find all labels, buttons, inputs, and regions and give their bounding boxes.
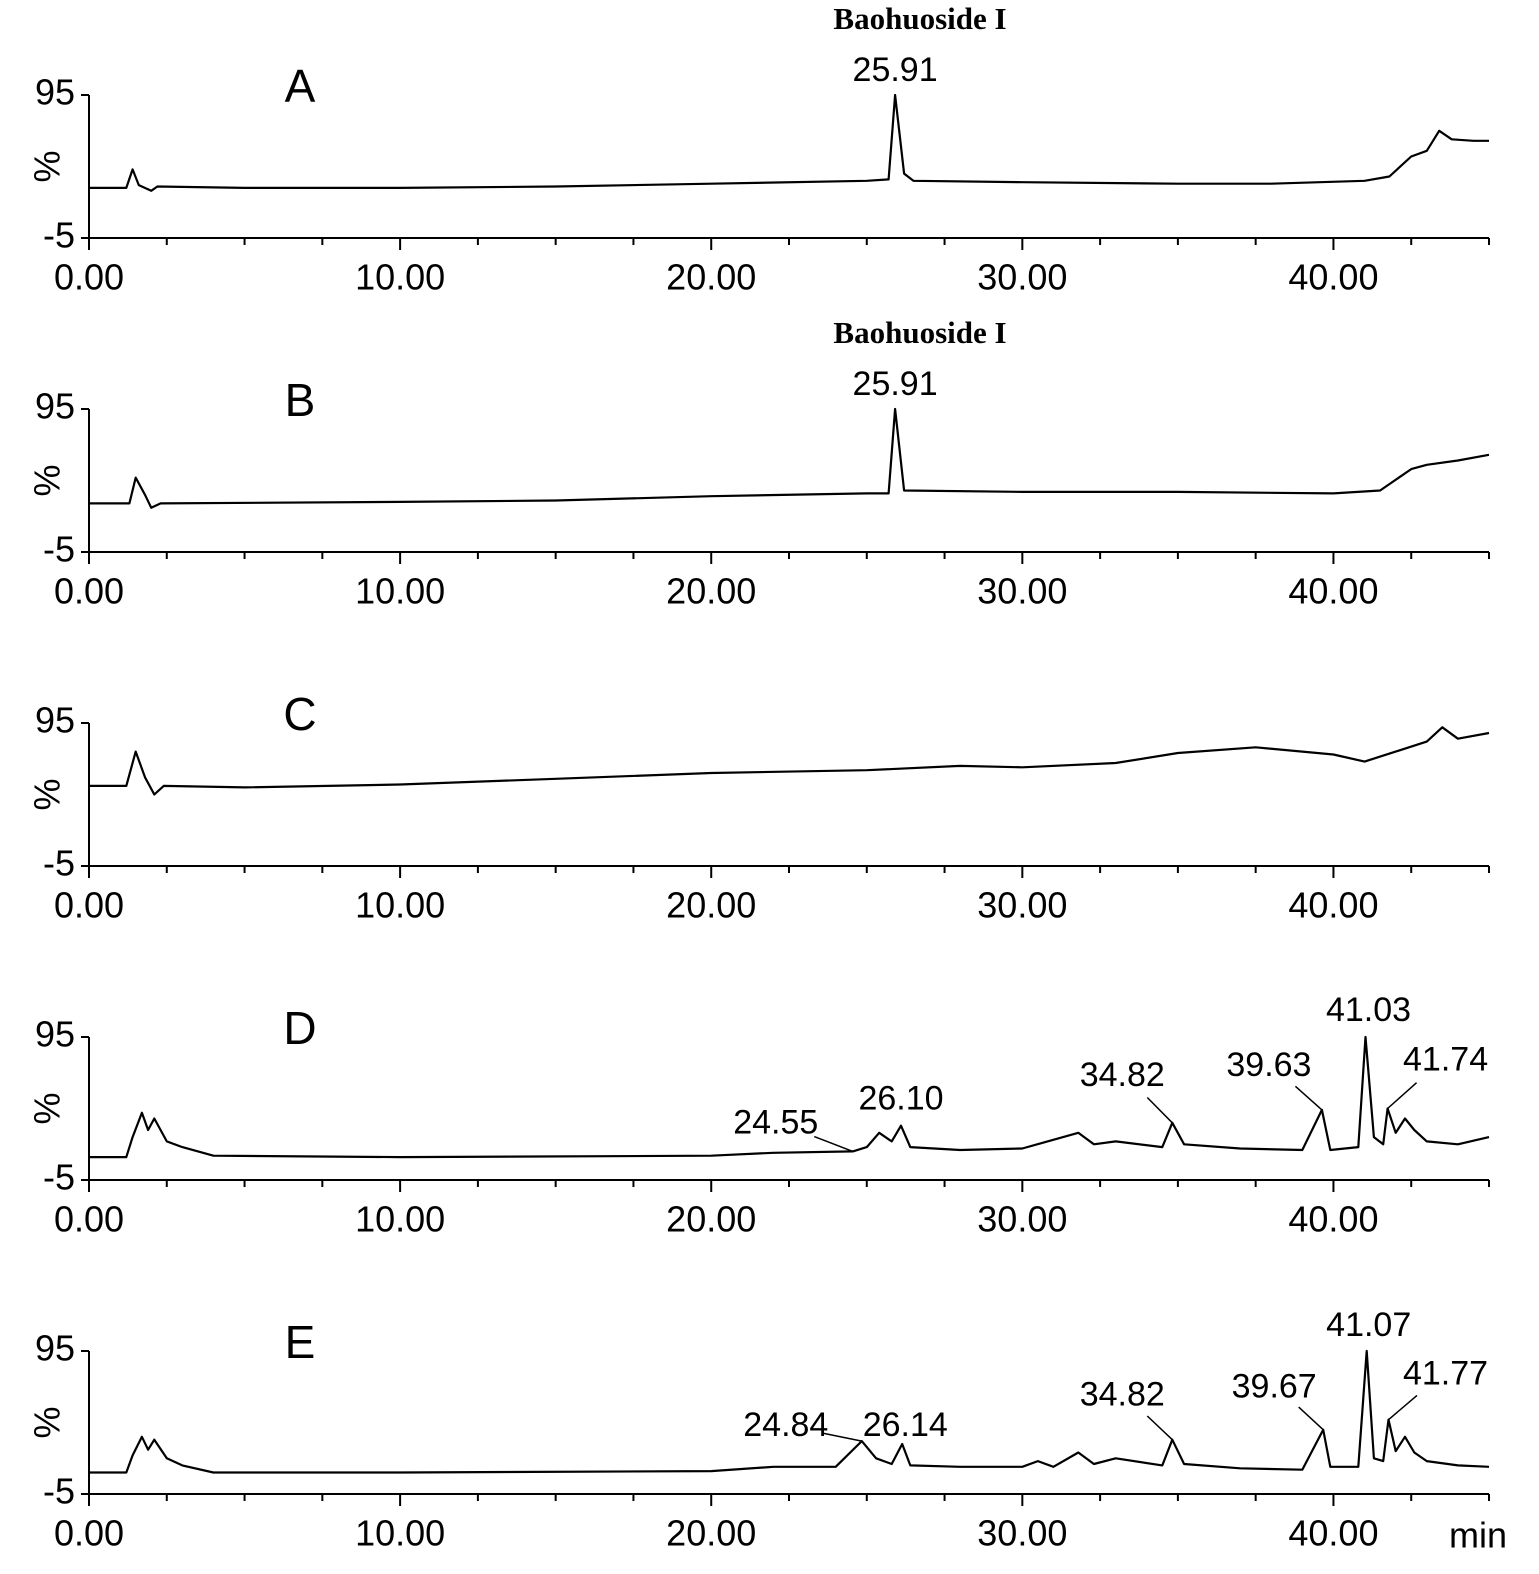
y-tick-label: -5 xyxy=(43,215,75,256)
trace xyxy=(89,1035,1490,1159)
y-axis-label: % xyxy=(27,1406,68,1438)
x-tick-label: 0.00 xyxy=(54,571,124,612)
y-tick-label: 95 xyxy=(35,386,75,427)
trace xyxy=(89,726,1490,796)
leader-line xyxy=(1146,1415,1173,1441)
x-tick-label: 30.00 xyxy=(977,885,1067,926)
x-tick-label: 10.00 xyxy=(355,257,445,298)
x-tick-label: 40.00 xyxy=(1288,257,1378,298)
leader-line xyxy=(814,1135,854,1153)
trace xyxy=(89,93,1489,192)
y-axis-label: % xyxy=(27,1092,68,1124)
peak-label: 24.55 xyxy=(733,1103,818,1141)
peak-label: 39.67 xyxy=(1232,1368,1317,1406)
x-tick-label: 20.00 xyxy=(666,885,756,926)
x-tick-label: 10.00 xyxy=(355,885,445,926)
y-tick-label: 95 xyxy=(35,1328,75,1369)
x-tick-label: 40.00 xyxy=(1288,1513,1378,1554)
y-axis-label: % xyxy=(27,464,68,496)
leader-line xyxy=(823,1432,862,1442)
trace xyxy=(89,407,1490,509)
y-tick-label: 95 xyxy=(35,700,75,741)
x-tick-label: 0.00 xyxy=(54,885,124,926)
peak-label: 25.91 xyxy=(853,51,938,89)
x-tick-label: 0.00 xyxy=(54,1513,124,1554)
leader-line xyxy=(1146,1096,1173,1124)
peak-label: 24.84 xyxy=(743,1406,828,1444)
compound-label: Baohuoside I xyxy=(833,1,1006,36)
x-tick-label: 20.00 xyxy=(666,257,756,298)
panel-label: D xyxy=(283,1002,316,1054)
trace xyxy=(89,1349,1490,1474)
y-tick-label: 95 xyxy=(35,1014,75,1055)
panel-label: A xyxy=(285,60,316,112)
peak-label: 39.63 xyxy=(1226,1046,1311,1084)
y-axis-label: % xyxy=(27,778,68,810)
y-tick-label: -5 xyxy=(43,1157,75,1198)
x-tick-label: 30.00 xyxy=(977,1199,1067,1240)
peak-label: 41.77 xyxy=(1403,1355,1488,1393)
leader-line xyxy=(1298,1406,1324,1431)
x-tick-label: 20.00 xyxy=(666,1199,756,1240)
panel-label: E xyxy=(285,1316,316,1368)
y-tick-label: -5 xyxy=(43,843,75,884)
x-tick-label: 30.00 xyxy=(977,257,1067,298)
leader-line xyxy=(1294,1085,1323,1111)
leader-line xyxy=(1388,1394,1418,1421)
x-axis-label: min xyxy=(1449,1515,1507,1556)
x-tick-label: 20.00 xyxy=(666,571,756,612)
peak-label: 26.10 xyxy=(858,1080,943,1118)
leader-line xyxy=(1387,1082,1418,1110)
x-tick-label: 30.00 xyxy=(977,1513,1067,1554)
x-tick-label: 10.00 xyxy=(355,1199,445,1240)
y-axis-label: % xyxy=(27,150,68,182)
peak-label: 25.91 xyxy=(853,365,938,403)
x-tick-label: 30.00 xyxy=(977,571,1067,612)
peak-label: 34.82 xyxy=(1080,1376,1165,1414)
peak-label: 41.03 xyxy=(1326,991,1411,1029)
panel-label: B xyxy=(285,374,316,426)
panel-label: C xyxy=(283,688,316,740)
x-tick-label: 40.00 xyxy=(1288,1199,1378,1240)
x-tick-label: 0.00 xyxy=(54,257,124,298)
x-tick-label: 40.00 xyxy=(1288,571,1378,612)
peak-label: 34.82 xyxy=(1080,1056,1165,1094)
y-tick-label: -5 xyxy=(43,1471,75,1512)
x-tick-label: 10.00 xyxy=(355,1513,445,1554)
y-tick-label: 95 xyxy=(35,72,75,113)
peak-label: 41.07 xyxy=(1326,1306,1411,1344)
peak-label: 41.74 xyxy=(1403,1040,1488,1078)
compound-label: Baohuoside I xyxy=(833,315,1006,350)
x-tick-label: 10.00 xyxy=(355,571,445,612)
x-tick-label: 0.00 xyxy=(54,1199,124,1240)
x-tick-label: 40.00 xyxy=(1288,885,1378,926)
x-tick-label: 20.00 xyxy=(666,1513,756,1554)
peak-label: 26.14 xyxy=(863,1406,948,1444)
y-tick-label: -5 xyxy=(43,529,75,570)
